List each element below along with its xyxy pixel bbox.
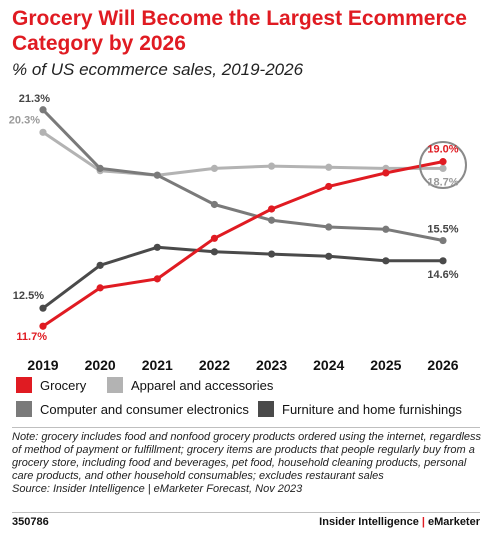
legend-swatch-furniture xyxy=(258,401,274,417)
data-label-furniture: 12.5% xyxy=(13,290,44,302)
highlight-circle xyxy=(419,141,467,190)
chart-legend: Grocery Apparel and accessories Computer… xyxy=(16,377,486,427)
legend-item-grocery: Grocery xyxy=(16,377,86,393)
data-label-apparel: 20.3% xyxy=(9,114,40,126)
divider-bottom xyxy=(12,512,480,513)
legend-label-apparel: Apparel and accessories xyxy=(131,377,274,393)
legend-swatch-apparel xyxy=(107,377,123,393)
data-point-furniture xyxy=(210,248,219,256)
legend-label-furniture: Furniture and home furnishings xyxy=(282,401,462,417)
legend-swatch-electronics xyxy=(16,401,32,417)
series-line-furniture xyxy=(42,245,443,310)
chart-id: 350786 xyxy=(12,516,49,528)
series-line-computer xyxy=(41,108,444,242)
brand-insider: Insider Intelligence xyxy=(319,516,419,528)
data-point-furniture xyxy=(153,243,161,251)
legend-label-electronics: Computer and consumer electronics xyxy=(40,401,249,417)
data-label-grocery: 11.7% xyxy=(16,331,47,343)
data-point-apparel xyxy=(439,164,447,172)
brand-emarketer: eMarketer xyxy=(428,516,480,528)
data-point-computer xyxy=(39,106,47,114)
brand-credit: Insider Intelligence | eMarketer xyxy=(319,516,480,528)
note-text: Note: grocery includes food and nonfood … xyxy=(12,431,482,482)
x-tick-label: 2022 xyxy=(199,357,230,373)
data-point-grocery xyxy=(439,158,447,166)
data-point-furniture xyxy=(382,257,390,265)
data-point-apparel xyxy=(267,162,276,170)
data-point-grocery xyxy=(267,205,276,213)
data-label-apparel: 18.7% xyxy=(427,176,458,188)
series-line-grocery xyxy=(42,160,444,328)
legend-item-furniture: Furniture and home furnishings xyxy=(258,401,462,417)
x-tick-label: 2021 xyxy=(142,357,173,373)
data-point-furniture xyxy=(267,250,276,258)
data-label-grocery: 19.0% xyxy=(427,144,458,156)
chart-subtitle: % of US ecommerce sales, 2019-2026 xyxy=(12,60,304,79)
data-point-computer xyxy=(267,216,276,224)
x-tick-label: 2026 xyxy=(427,357,458,373)
divider-top xyxy=(12,427,480,428)
data-point-grocery xyxy=(39,322,47,330)
x-tick-label: 2020 xyxy=(85,357,116,373)
data-point-apparel xyxy=(39,128,47,136)
x-tick-label: 2025 xyxy=(370,357,401,373)
data-point-furniture xyxy=(39,304,47,312)
data-point-computer xyxy=(325,223,333,231)
data-point-furniture xyxy=(325,252,333,260)
data-point-furniture xyxy=(96,261,104,269)
x-tick-label: 2019 xyxy=(27,357,58,373)
data-point-grocery xyxy=(382,169,390,177)
line-chart: 2019 2020 2021 2022 2023 2024 2025 2026 11.7% 19.… xyxy=(9,93,467,373)
legend-item-apparel: Apparel and accessories xyxy=(107,377,273,393)
legend-label-grocery: Grocery xyxy=(40,377,87,393)
data-label-computer: 15.5% xyxy=(427,224,458,236)
data-point-grocery xyxy=(210,234,219,242)
data-point-computer xyxy=(382,225,390,233)
x-tick-label: 2023 xyxy=(256,357,287,373)
data-point-apparel xyxy=(210,164,219,172)
data-point-grocery xyxy=(153,275,161,283)
chart-title: Grocery Will Become the Largest Ecommerc… xyxy=(12,7,467,55)
chart-note: Note: grocery includes food and nonfood … xyxy=(12,431,482,496)
data-point-computer xyxy=(153,171,161,179)
data-point-apparel xyxy=(325,163,333,171)
data-label-furniture: 14.6% xyxy=(427,269,458,281)
data-point-computer xyxy=(439,236,447,245)
data-point-computer xyxy=(96,164,104,172)
brand-separator: | xyxy=(421,516,425,528)
x-tick-label: 2024 xyxy=(313,357,344,373)
source-text: Source: Insider Intelligence | eMarketer… xyxy=(12,483,303,495)
data-point-grocery xyxy=(325,182,333,191)
legend-swatch-grocery xyxy=(16,377,32,393)
series-line-apparel xyxy=(42,131,443,177)
data-point-grocery xyxy=(96,284,104,292)
data-point-computer xyxy=(210,200,219,209)
data-label-computer: 21.3% xyxy=(19,93,50,105)
legend-item-electronics: Computer and consumer electronics xyxy=(16,401,249,417)
data-point-furniture xyxy=(439,257,447,265)
